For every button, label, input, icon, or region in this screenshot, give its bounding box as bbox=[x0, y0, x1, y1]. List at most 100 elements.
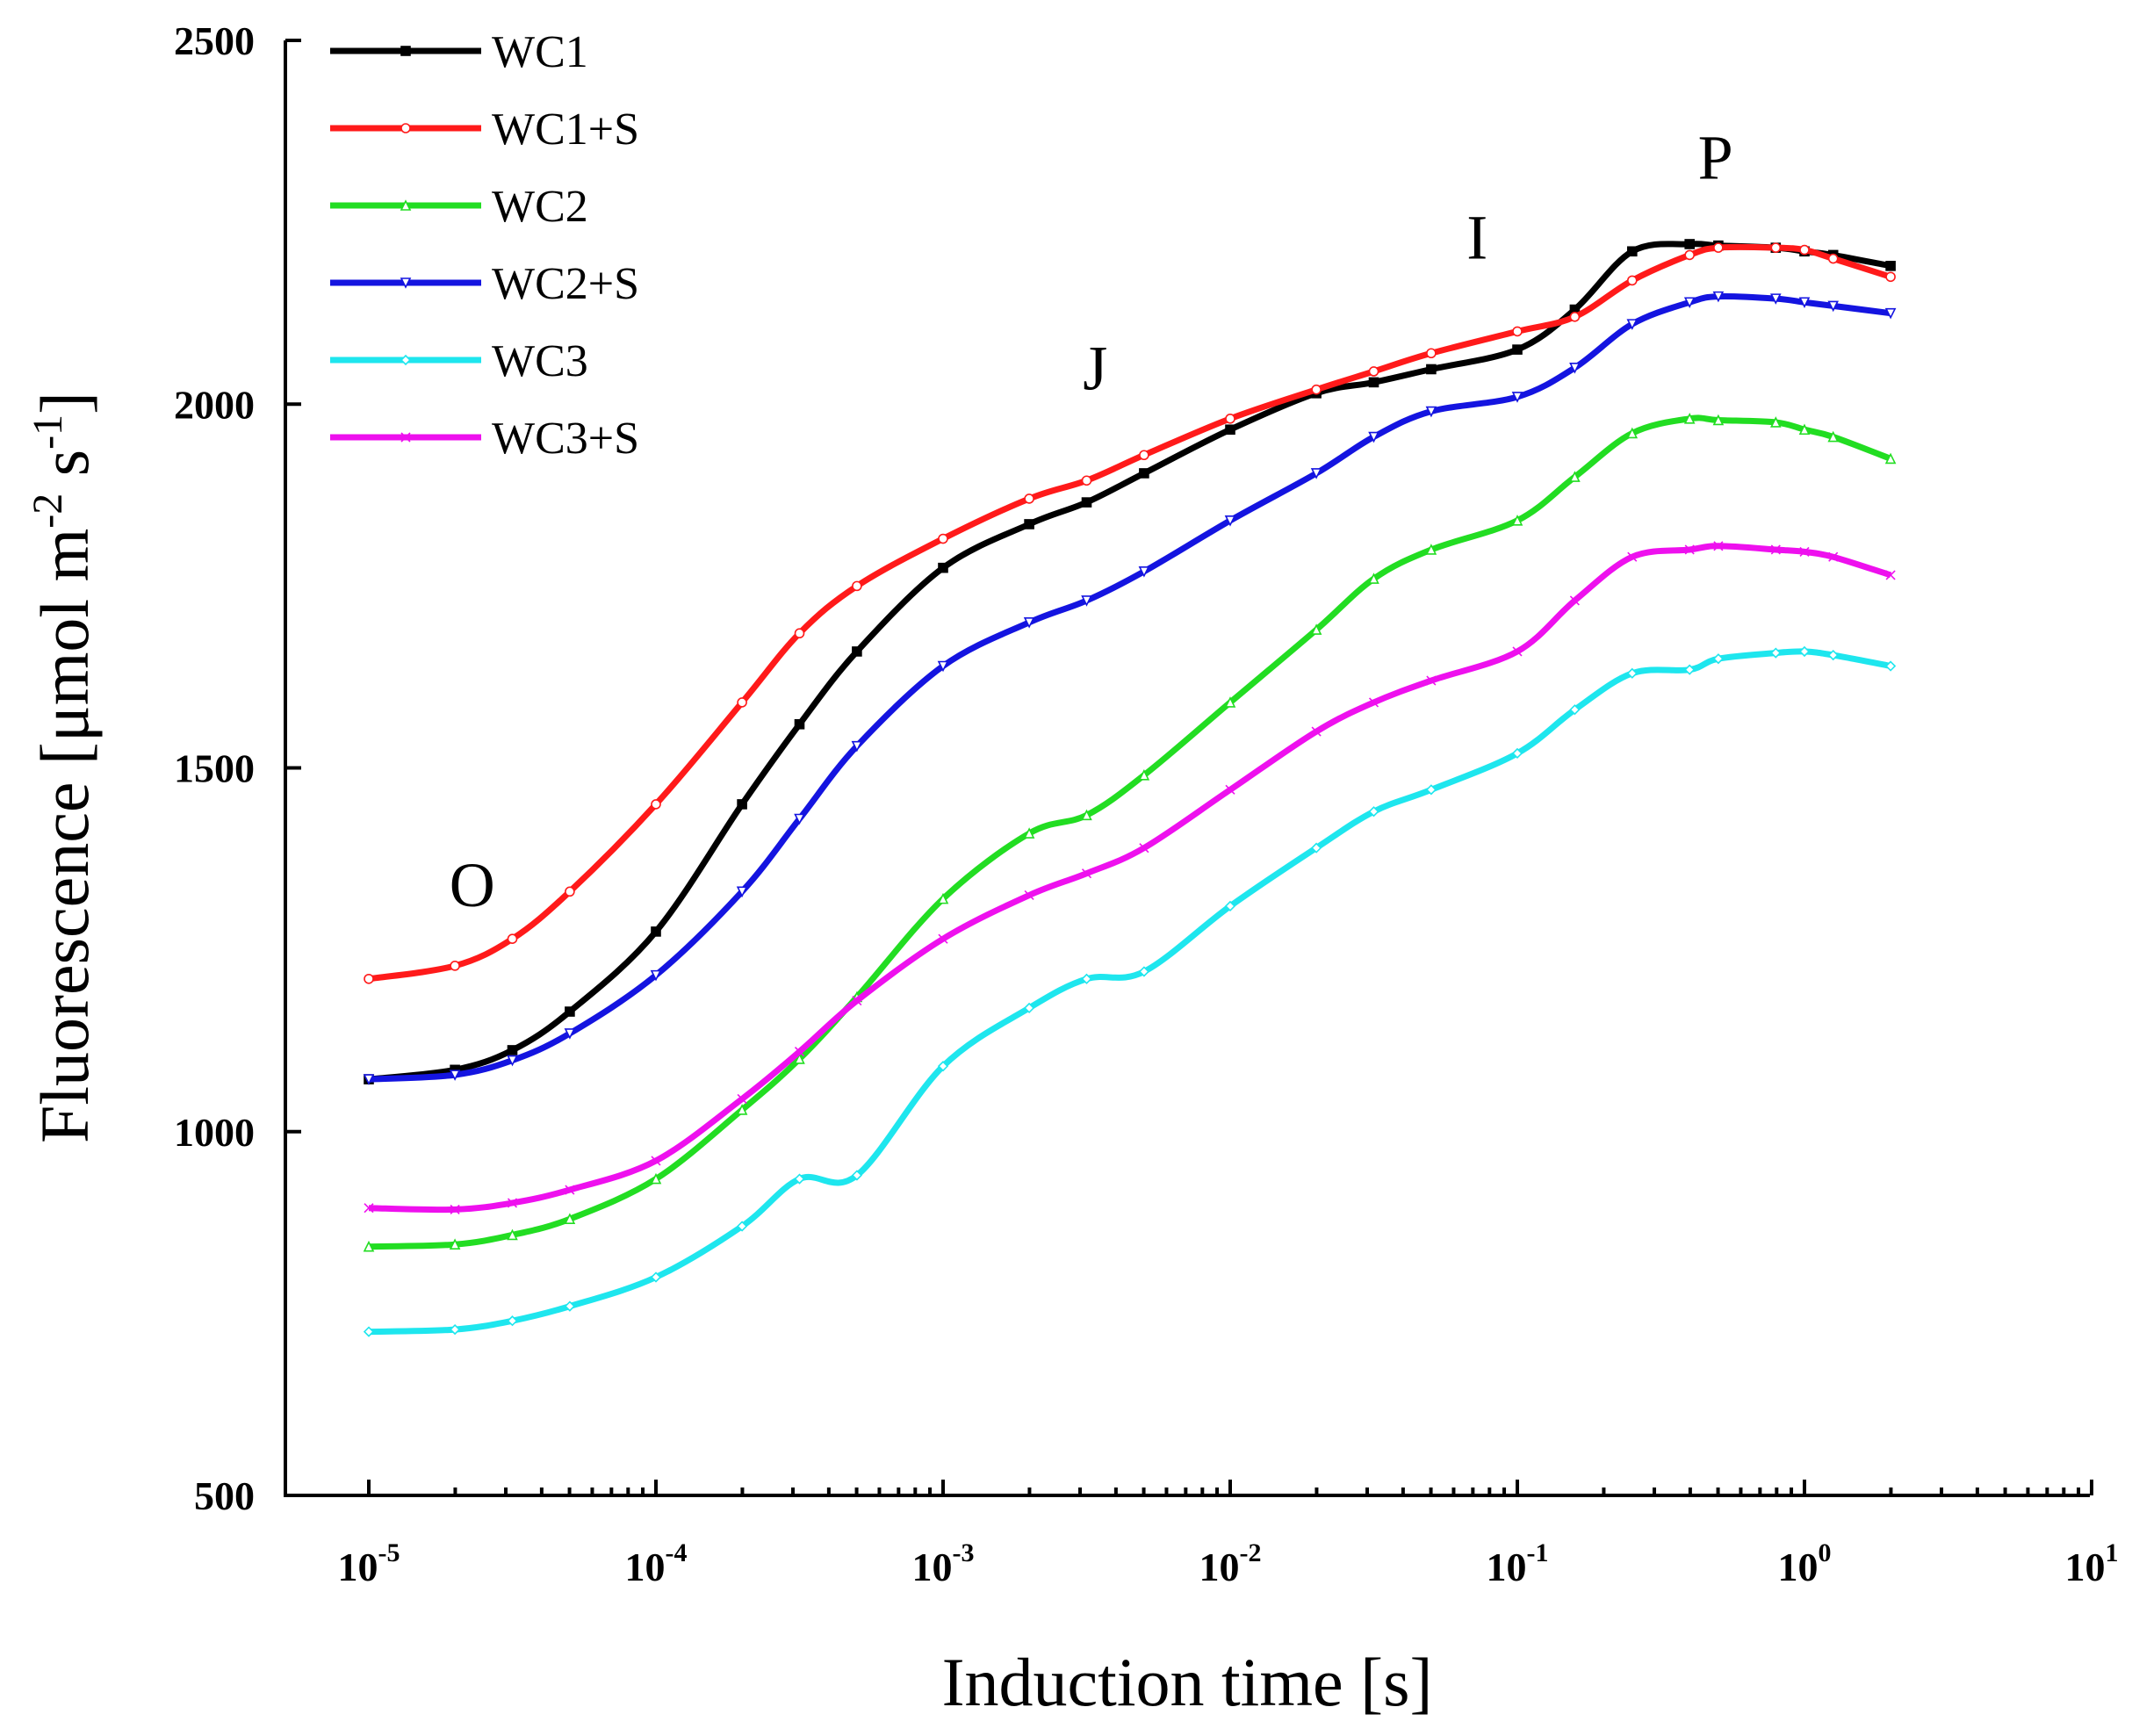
y-tick-label: 500 bbox=[194, 1473, 255, 1518]
data-point bbox=[363, 1326, 375, 1337]
data-point bbox=[1081, 973, 1092, 984]
data-point bbox=[1828, 551, 1839, 562]
data-point bbox=[1569, 312, 1581, 322]
data-point bbox=[851, 740, 863, 753]
data-point bbox=[736, 886, 748, 898]
data-point bbox=[1770, 242, 1782, 253]
data-point bbox=[1884, 660, 1897, 672]
data-point bbox=[1626, 427, 1639, 439]
data-point bbox=[650, 1172, 662, 1185]
data-point bbox=[1827, 253, 1839, 264]
data-point bbox=[400, 354, 412, 366]
data-point bbox=[1713, 242, 1724, 253]
data-point bbox=[400, 123, 411, 133]
series-wc2 bbox=[363, 413, 1897, 1252]
data-point bbox=[1024, 519, 1034, 529]
legend-label: WC3 bbox=[492, 336, 588, 386]
data-point bbox=[650, 969, 662, 982]
data-point bbox=[651, 1156, 661, 1166]
data-point bbox=[1023, 1002, 1035, 1014]
data-point bbox=[507, 1228, 518, 1241]
data-point bbox=[1368, 377, 1379, 388]
data-point bbox=[1683, 413, 1696, 424]
data-point bbox=[400, 277, 412, 289]
data-point bbox=[1885, 570, 1896, 580]
series-lines bbox=[363, 239, 1897, 1337]
data-point bbox=[794, 1053, 805, 1064]
data-point bbox=[1884, 307, 1897, 320]
data-point bbox=[736, 1221, 748, 1232]
y-axis-title-sup1: -2 bbox=[25, 493, 71, 529]
data-point bbox=[1885, 261, 1896, 271]
data-point bbox=[852, 646, 862, 657]
data-point bbox=[507, 933, 518, 944]
data-point bbox=[651, 926, 661, 937]
data-point bbox=[852, 996, 862, 1006]
data-point bbox=[507, 1055, 518, 1067]
data-point bbox=[1368, 697, 1379, 708]
data-point bbox=[1311, 726, 1322, 737]
data-point bbox=[1512, 646, 1523, 657]
data-point bbox=[1023, 616, 1035, 629]
data-point bbox=[1569, 704, 1581, 716]
data-point bbox=[1023, 827, 1035, 839]
data-point bbox=[1310, 623, 1322, 635]
data-point bbox=[737, 697, 747, 708]
data-point bbox=[938, 533, 948, 544]
data-point bbox=[1139, 450, 1149, 461]
data-point bbox=[794, 628, 805, 639]
data-point bbox=[1713, 541, 1724, 551]
legend-item: WC3 bbox=[330, 336, 588, 386]
phase-label-j: J bbox=[1083, 334, 1107, 404]
data-point bbox=[794, 1173, 805, 1185]
series-wc2-plus-s bbox=[363, 291, 1897, 1085]
x-tick-exponent: -1 bbox=[1527, 1538, 1549, 1567]
data-point bbox=[1426, 675, 1437, 686]
series-line bbox=[368, 243, 1892, 983]
data-point bbox=[794, 813, 805, 825]
data-point bbox=[1712, 653, 1725, 665]
data-point bbox=[1081, 868, 1092, 879]
data-point bbox=[737, 1093, 747, 1105]
data-point bbox=[1798, 423, 1811, 436]
data-point bbox=[1511, 392, 1523, 403]
data-point bbox=[1569, 595, 1580, 606]
x-tick-exponent: 1 bbox=[2106, 1538, 2119, 1567]
y-tick-label: 1500 bbox=[174, 746, 255, 791]
data-point bbox=[1626, 319, 1639, 330]
data-point bbox=[363, 1240, 375, 1252]
legend-item: WC1 bbox=[330, 27, 588, 77]
data-point bbox=[1139, 843, 1149, 854]
x-tick-label: 10-4 bbox=[625, 1538, 688, 1589]
data-point bbox=[1368, 806, 1379, 818]
data-point bbox=[400, 432, 411, 443]
legend-label: WC2+S bbox=[492, 259, 639, 309]
data-point bbox=[938, 562, 948, 573]
data-point bbox=[1827, 649, 1839, 661]
data-point bbox=[1626, 667, 1638, 679]
series-line bbox=[368, 241, 1891, 1083]
data-point bbox=[794, 718, 805, 730]
legend-label: WC3+S bbox=[492, 414, 639, 464]
data-point bbox=[565, 886, 575, 897]
data-point bbox=[449, 1238, 461, 1250]
data-point bbox=[1511, 747, 1523, 760]
x-tick-exponent: -4 bbox=[666, 1538, 688, 1567]
y-axis-title-mid: s bbox=[26, 450, 103, 493]
data-point bbox=[1224, 900, 1236, 912]
data-point bbox=[1511, 515, 1523, 526]
data-point bbox=[1425, 406, 1437, 418]
x-tick-label: 10-5 bbox=[338, 1538, 400, 1589]
data-point bbox=[937, 660, 949, 673]
series-line bbox=[368, 543, 1892, 1214]
data-point bbox=[449, 1323, 461, 1336]
data-point bbox=[400, 199, 412, 211]
data-point bbox=[1684, 664, 1696, 675]
data-point bbox=[1138, 566, 1150, 578]
data-point bbox=[507, 1198, 518, 1208]
series-wc3 bbox=[363, 645, 1897, 1337]
x-tick-base: 10 bbox=[1487, 1545, 1527, 1589]
x-tick-base: 10 bbox=[1778, 1545, 1819, 1589]
phase-label-o: O bbox=[450, 850, 495, 920]
